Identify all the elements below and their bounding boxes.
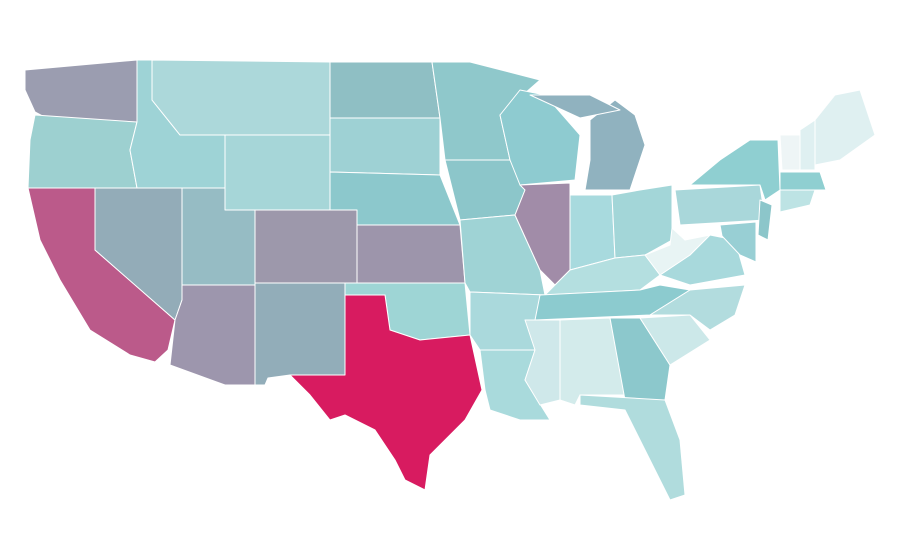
states <box>24 59 876 501</box>
state <box>649 284 746 331</box>
state <box>224 134 331 211</box>
state <box>356 224 466 284</box>
state <box>689 139 781 201</box>
state <box>24 59 138 123</box>
state <box>639 314 711 366</box>
state <box>611 184 673 259</box>
state <box>569 194 616 271</box>
state <box>674 184 766 226</box>
state <box>814 89 876 166</box>
state <box>27 114 138 189</box>
state <box>779 171 827 191</box>
state <box>254 282 346 386</box>
state <box>151 59 331 136</box>
state <box>644 227 711 276</box>
state <box>584 99 646 191</box>
state <box>444 159 526 221</box>
state <box>757 199 773 241</box>
state <box>544 254 661 296</box>
state <box>529 94 621 119</box>
state <box>169 284 256 386</box>
state <box>329 117 441 176</box>
state <box>779 189 816 213</box>
state <box>499 89 581 186</box>
state <box>719 221 757 263</box>
state <box>779 134 801 171</box>
state <box>254 209 358 284</box>
state <box>289 294 483 491</box>
state <box>329 61 441 119</box>
state <box>609 317 671 401</box>
state <box>579 394 686 501</box>
state <box>799 119 816 171</box>
